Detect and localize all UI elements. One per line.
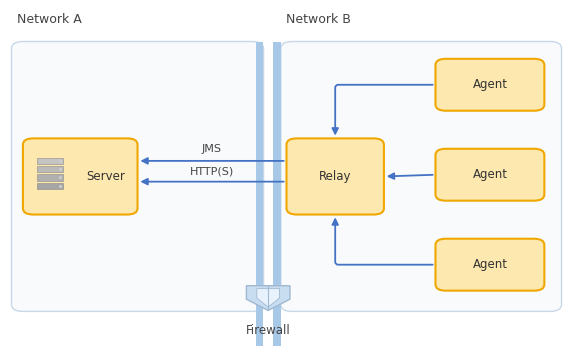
FancyBboxPatch shape — [11, 42, 264, 311]
Polygon shape — [246, 286, 290, 310]
Text: Firewall: Firewall — [246, 324, 291, 337]
FancyArrowPatch shape — [388, 173, 433, 179]
FancyBboxPatch shape — [435, 59, 544, 111]
Text: HTTP(S): HTTP(S) — [190, 166, 234, 176]
Text: JMS: JMS — [202, 144, 222, 154]
Text: Agent: Agent — [472, 78, 508, 91]
Bar — [37, 183, 63, 189]
Bar — [273, 42, 281, 346]
Text: Relay: Relay — [319, 170, 351, 183]
FancyBboxPatch shape — [286, 138, 384, 215]
Bar — [37, 166, 63, 172]
FancyBboxPatch shape — [281, 42, 562, 311]
FancyArrowPatch shape — [142, 158, 284, 164]
Text: Network B: Network B — [286, 13, 351, 26]
Polygon shape — [257, 289, 280, 307]
FancyBboxPatch shape — [435, 239, 544, 291]
Bar — [37, 158, 63, 164]
FancyArrowPatch shape — [142, 179, 284, 184]
Text: Server: Server — [86, 170, 125, 183]
Bar — [256, 42, 263, 346]
Text: Agent: Agent — [472, 168, 508, 181]
Bar — [37, 174, 63, 181]
FancyBboxPatch shape — [23, 138, 138, 215]
Text: Network A: Network A — [17, 13, 82, 26]
Text: Agent: Agent — [472, 258, 508, 271]
FancyBboxPatch shape — [435, 149, 544, 201]
